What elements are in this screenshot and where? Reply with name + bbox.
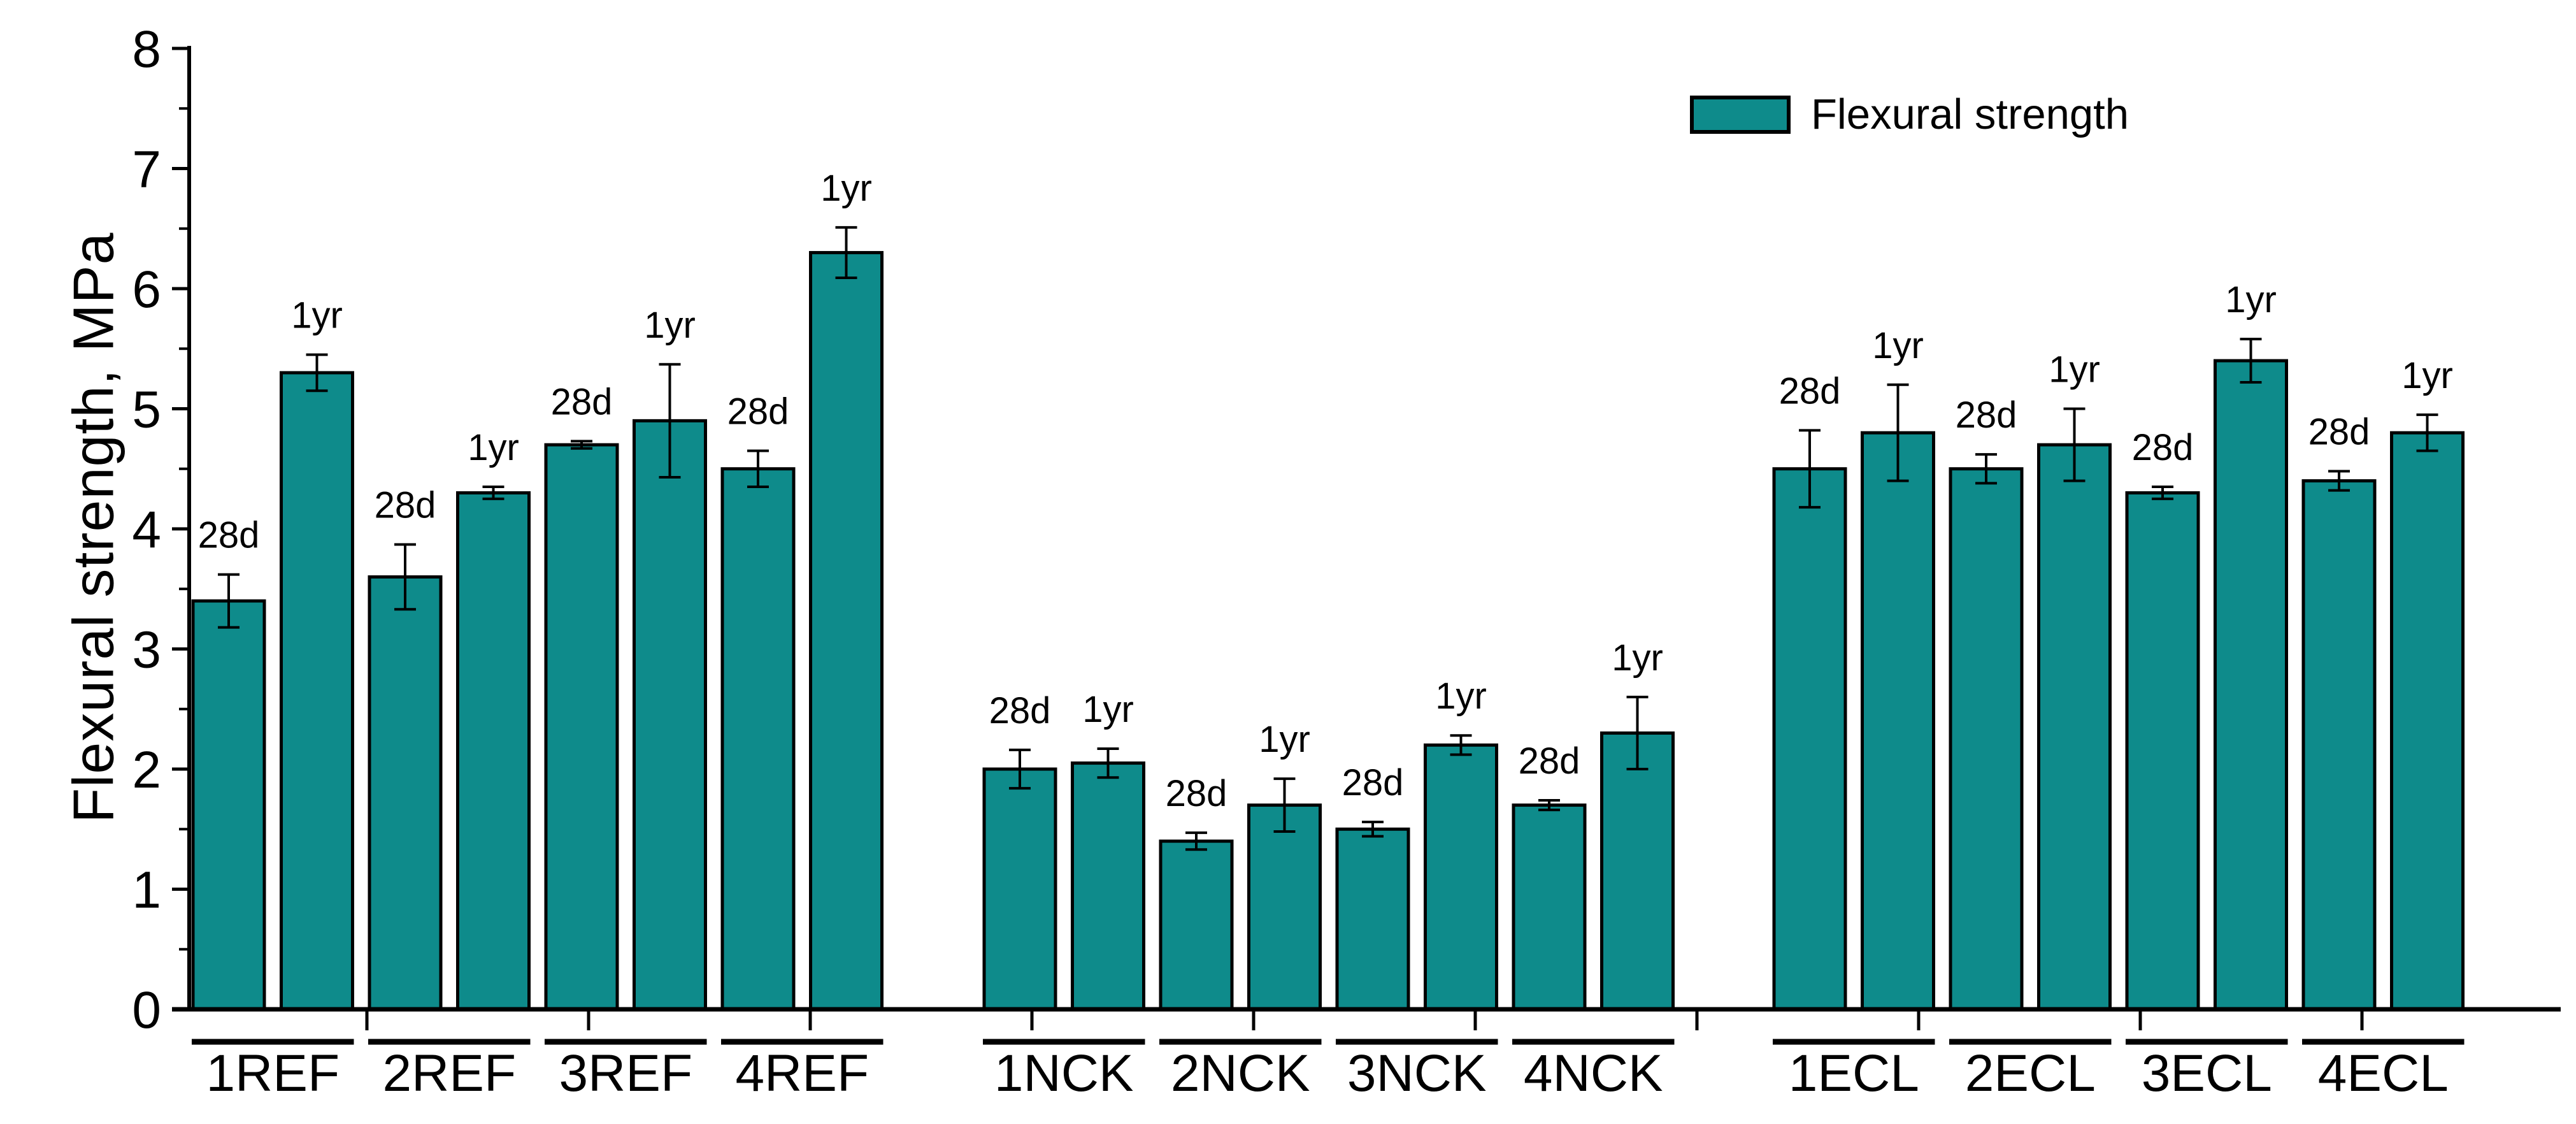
bar [1424,743,1498,1011]
bar-age-label: 28d [1342,762,1404,803]
bar-age-label: 1yr [2049,349,2100,391]
bar-age-label: 1yr [1259,719,1310,760]
bar [1861,431,1935,1011]
bar-age-label: 28d [989,690,1051,731]
bar-age-label: 1yr [2401,355,2453,396]
bar-age-label: 1yr [1872,325,1924,366]
bar-age-label: 1yr [1435,675,1487,717]
group-label: 3ECL [2142,1044,2272,1102]
bar-age-label: 28d [551,381,613,422]
group-label: 1ECL [1789,1044,1919,1102]
y-tick-label: 7 [132,141,161,199]
bar [633,419,707,1011]
bar-age-label: 28d [1519,740,1580,782]
bar-age-label: 28d [198,515,260,556]
bar [191,599,266,1011]
group-label: 3REF [559,1044,692,1102]
bar-age-label: 28d [727,391,789,432]
bar-age-label: 28d [2132,427,2194,468]
bar [2214,359,2288,1011]
bar-age-label: 1yr [2225,279,2277,321]
bar-age-label: 1yr [644,305,696,346]
bar-age-label: 28d [1956,394,2017,436]
bar [1335,827,1410,1011]
bar [2125,491,2200,1011]
bar-age-label: 1yr [1082,689,1134,730]
group-label: 4NCK [1524,1044,1663,1102]
y-tick-label: 1 [132,861,161,919]
y-tick-label: 4 [132,501,161,559]
legend-swatch-icon [1690,95,1791,134]
y-tick-label: 0 [132,981,161,1039]
group-label: 2NCK [1171,1044,1310,1102]
y-tick-label: 5 [132,381,161,439]
bar-age-label: 1yr [291,295,343,336]
bar [368,575,443,1011]
group-label: 3NCK [1347,1044,1487,1102]
group-label: 4REF [735,1044,869,1102]
bar [544,443,619,1011]
y-tick-label: 6 [132,261,161,319]
y-tick-label: 2 [132,741,161,799]
bar [982,767,1057,1011]
bar [2390,431,2465,1011]
bar [1512,803,1587,1011]
bar-age-label: 28d [375,485,436,526]
group-label: 1NCK [994,1044,1134,1102]
bar [280,371,354,1011]
y-axis-title: Flexural strength, MPa [62,232,126,823]
bar-age-label: 28d [1166,773,1227,814]
bar-age-label: 1yr [820,168,872,209]
group-label: 4ECL [2318,1044,2449,1102]
bar [1600,731,1675,1011]
bar [1247,803,1322,1011]
bar [2037,443,2112,1011]
group-label: 1REF [206,1044,340,1102]
bar [456,491,531,1011]
bar-age-label: 1yr [1612,637,1663,679]
bar [1159,839,1234,1011]
bar [809,250,884,1011]
bar-age-label: 1yr [468,427,519,468]
legend: Flexural strength [1690,93,2129,136]
legend-label: Flexural strength [1811,90,2129,138]
y-tick-label: 3 [132,621,161,679]
group-label: 2ECL [1965,1044,2096,1102]
group-label: 2REF [382,1044,516,1102]
bar [1772,467,1847,1011]
bar [1071,761,1145,1011]
bar [2301,479,2377,1011]
bar-age-label: 28d [2308,412,2370,453]
bar [1949,467,2024,1011]
bar-age-label: 28d [1779,370,1841,412]
bar [720,467,796,1011]
y-tick-label: 8 [132,20,161,78]
